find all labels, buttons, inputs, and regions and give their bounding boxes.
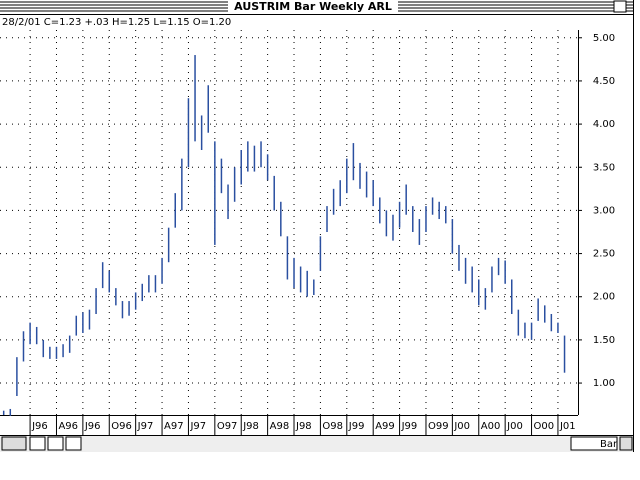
y-tick-label: 3.00 xyxy=(593,205,615,216)
x-tick-label: A00 xyxy=(481,421,501,432)
bottom-bar: Bar xyxy=(0,435,633,452)
scroll-button[interactable] xyxy=(1,436,27,451)
scroll-track xyxy=(0,436,633,452)
x-tick-label: J00 xyxy=(453,421,470,432)
chart-title: AUSTRIM Bar Weekly ARL xyxy=(234,0,392,13)
x-tick-label: J99 xyxy=(401,421,418,432)
x-tick-label: J98 xyxy=(242,421,259,432)
y-tick-label: 1.00 xyxy=(593,378,615,389)
view-button[interactable] xyxy=(65,436,82,451)
zoom-box[interactable] xyxy=(613,0,627,13)
plot-area: 1.00 1.50 2.00 2.50 3.00 3.50 4.00 4.50 5.00 J96 A… xyxy=(0,30,615,435)
y-tick-label: 3.50 xyxy=(593,162,615,173)
x-tick-label: O99 xyxy=(428,421,449,432)
x-tick-label: A98 xyxy=(270,421,290,432)
view-button[interactable] xyxy=(29,436,46,451)
x-tick-label: J01 xyxy=(559,421,576,432)
x-tick-label: J96 xyxy=(84,421,101,432)
y-tick-label: 5.00 xyxy=(593,33,615,44)
x-tick-label: J97 xyxy=(137,421,154,432)
view-mode-label: Bar xyxy=(600,439,618,450)
title-backdrop xyxy=(228,0,398,14)
x-tick-label: J97 xyxy=(189,421,206,432)
y-tick-label: 1.50 xyxy=(593,335,615,346)
x-tick-label: A99 xyxy=(375,421,395,432)
x-tick-label: J99 xyxy=(348,421,365,432)
y-tick-label: 2.50 xyxy=(593,249,615,260)
x-tick-label: J96 xyxy=(31,421,48,432)
view-mode-popup[interactable] xyxy=(570,436,618,451)
x-tick-label: J98 xyxy=(295,421,312,432)
x-tick-label: A96 xyxy=(58,421,78,432)
view-button[interactable] xyxy=(47,436,64,451)
y-tick-label: 4.50 xyxy=(593,76,615,87)
x-tick-label: O00 xyxy=(534,421,555,432)
x-tick-label: A97 xyxy=(164,421,184,432)
x-tick-label: O97 xyxy=(217,421,238,432)
title-bar: AUSTRIM Bar Weekly ARL xyxy=(0,0,633,15)
y-tick-label: 4.00 xyxy=(593,119,615,130)
x-tick-label: O96 xyxy=(111,421,132,432)
x-tick-label: O98 xyxy=(322,421,343,432)
resize-box[interactable] xyxy=(619,436,633,451)
x-tick-label: J00 xyxy=(506,421,523,432)
y-tick-label: 2.00 xyxy=(593,292,615,303)
chart-subtitle: 28/2/01 C=1.23 +.03 H=1.25 L=1.15 O=1.20 xyxy=(2,17,231,28)
